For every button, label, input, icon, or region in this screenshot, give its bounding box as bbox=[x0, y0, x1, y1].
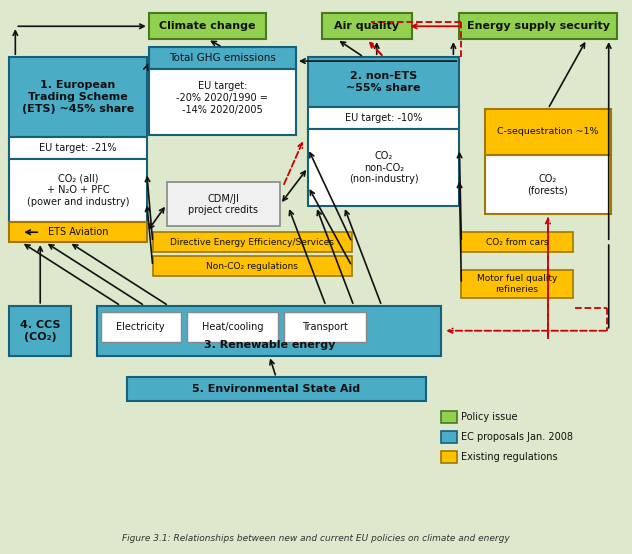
Text: Policy issue: Policy issue bbox=[461, 412, 518, 422]
Text: Climate change: Climate change bbox=[159, 21, 256, 31]
Bar bbox=[485, 155, 611, 214]
Bar bbox=[459, 13, 617, 39]
Text: Heat/cooling: Heat/cooling bbox=[202, 322, 263, 332]
Text: ETS Aviation: ETS Aviation bbox=[48, 227, 108, 237]
Text: Air quality: Air quality bbox=[334, 21, 399, 31]
Bar bbox=[101, 312, 181, 342]
Text: EU target: -21%: EU target: -21% bbox=[39, 142, 117, 153]
Text: CO₂ from cars: CO₂ from cars bbox=[486, 238, 549, 247]
Bar bbox=[441, 431, 458, 443]
Bar bbox=[308, 107, 459, 129]
Bar bbox=[153, 256, 352, 276]
Bar bbox=[9, 137, 147, 158]
Text: CDM/JI
project credits: CDM/JI project credits bbox=[188, 193, 258, 215]
Text: 4. CCS
(CO₂): 4. CCS (CO₂) bbox=[20, 320, 61, 341]
Bar bbox=[9, 306, 71, 356]
Bar bbox=[9, 57, 147, 137]
Bar bbox=[441, 451, 458, 463]
Bar bbox=[186, 312, 278, 342]
Text: CO₂
non-CO₂
(non-industry): CO₂ non-CO₂ (non-industry) bbox=[349, 151, 418, 184]
Text: 3. Renewable energy: 3. Renewable energy bbox=[204, 340, 335, 350]
Text: Directive Energy Efficiency/Services: Directive Energy Efficiency/Services bbox=[171, 238, 334, 247]
Text: Figure 3.1: Relationships between new and current EU policies on climate and ene: Figure 3.1: Relationships between new an… bbox=[122, 534, 510, 543]
Bar bbox=[461, 270, 573, 298]
Text: Transport: Transport bbox=[302, 322, 348, 332]
Text: 2. non-ETS
~55% share: 2. non-ETS ~55% share bbox=[346, 71, 421, 93]
Bar bbox=[485, 109, 611, 155]
Bar bbox=[127, 377, 425, 402]
Text: CO₂
(forests): CO₂ (forests) bbox=[528, 173, 568, 195]
Bar bbox=[308, 129, 459, 206]
Bar bbox=[308, 57, 459, 107]
Text: Motor fuel quality
refineries: Motor fuel quality refineries bbox=[477, 274, 557, 294]
Bar bbox=[9, 158, 147, 222]
Bar bbox=[149, 69, 296, 135]
Bar bbox=[441, 411, 458, 423]
Bar bbox=[153, 232, 352, 252]
Text: EU target: -10%: EU target: -10% bbox=[345, 113, 422, 123]
Bar bbox=[149, 13, 266, 39]
Text: Energy supply security: Energy supply security bbox=[466, 21, 609, 31]
Text: EU target:
-20% 2020/1990 =
-14% 2020/2005: EU target: -20% 2020/1990 = -14% 2020/20… bbox=[176, 81, 269, 115]
Text: 5. Environmental State Aid: 5. Environmental State Aid bbox=[192, 384, 360, 394]
Text: 1. European
Trading Scheme
(ETS) ~45% share: 1. European Trading Scheme (ETS) ~45% sh… bbox=[22, 80, 134, 114]
Text: CO₂ (all)
+ N₂O + PFC
(power and industry): CO₂ (all) + N₂O + PFC (power and industr… bbox=[27, 174, 130, 207]
Bar bbox=[284, 312, 366, 342]
Bar bbox=[149, 47, 296, 69]
Bar bbox=[322, 13, 411, 39]
Text: Electricity: Electricity bbox=[116, 322, 165, 332]
Text: Non-CO₂ regulations: Non-CO₂ regulations bbox=[206, 261, 298, 270]
Text: Existing regulations: Existing regulations bbox=[461, 452, 558, 462]
Text: Total GHG emissions: Total GHG emissions bbox=[169, 53, 276, 63]
Text: C-sequestration ~1%: C-sequestration ~1% bbox=[497, 127, 599, 136]
Bar bbox=[461, 232, 573, 252]
Bar bbox=[167, 182, 280, 226]
Text: EC proposals Jan. 2008: EC proposals Jan. 2008 bbox=[461, 432, 573, 442]
Bar bbox=[97, 306, 441, 356]
Bar bbox=[9, 222, 147, 242]
